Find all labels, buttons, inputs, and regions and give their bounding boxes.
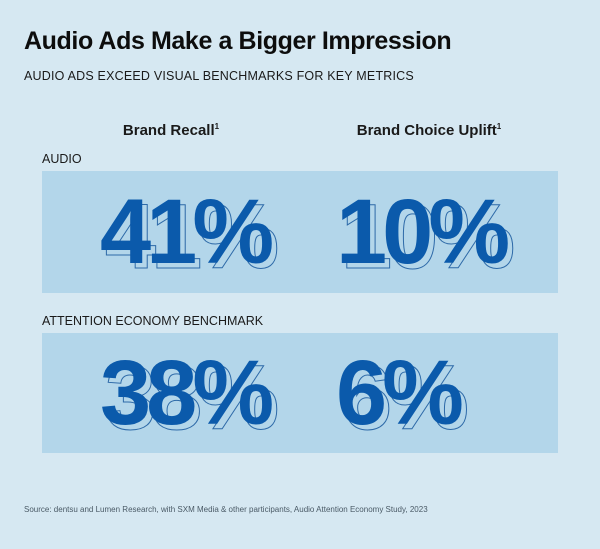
stat-value: 41% — [100, 181, 274, 283]
footnote-marker: 1 — [214, 122, 220, 131]
stat-benchmark-brand-choice-uplift: 6% 6% — [336, 333, 469, 453]
stat-outline: 10% — [340, 186, 515, 288]
stat-value: 38% — [100, 342, 274, 444]
audio-stats-panel: 41% 41% 10% 10% — [42, 171, 558, 293]
stat-audio-brand-recall: 41% 41% — [100, 171, 280, 293]
page-title: Audio Ads Make a Bigger Impression — [24, 27, 452, 55]
page-subtitle: AUDIO ADS EXCEED VISUAL BENCHMARKS FOR K… — [24, 69, 414, 83]
stat-value: 6% — [336, 342, 464, 444]
stat-benchmark-brand-recall: 38% 38% — [100, 333, 280, 453]
stat-outline: 38% — [104, 347, 279, 449]
stat-outline: 41% — [104, 186, 279, 288]
column-header-label: Brand Recall — [122, 122, 215, 139]
footnote-marker: 1 — [496, 122, 502, 131]
benchmark-stats-panel: 38% 38% 6% 6% — [42, 333, 558, 453]
column-header-brand-recall: Brand Recall1 — [42, 122, 300, 139]
stat-outline: 6% — [341, 347, 470, 449]
source-note: Source: dentsu and Lumen Research, with … — [24, 505, 428, 514]
column-header-brand-choice-uplift: Brand Choice Uplift1 — [300, 122, 558, 139]
column-header-label: Brand Choice Uplift — [356, 122, 497, 139]
row-label-audio: AUDIO — [42, 152, 82, 166]
row-label-benchmark: ATTENTION ECONOMY BENCHMARK — [42, 314, 264, 328]
stat-audio-brand-choice-uplift: 10% 10% — [336, 171, 516, 293]
stat-value: 10% — [336, 181, 510, 283]
